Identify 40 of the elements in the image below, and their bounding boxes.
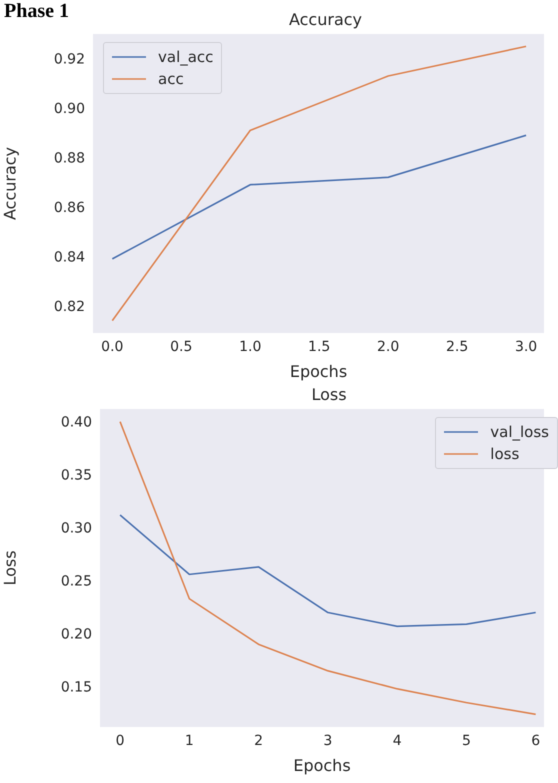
y-tick-label: 0.82 xyxy=(54,298,85,315)
y-axis-title: Loss xyxy=(0,550,20,586)
x-tick-label: 3.0 xyxy=(514,338,538,355)
x-tick-label: 5 xyxy=(462,732,471,749)
x-tick-label: 6 xyxy=(531,732,540,749)
x-tick-label: 3 xyxy=(323,732,332,749)
y-tick-label: 0.30 xyxy=(60,520,92,537)
line-series xyxy=(112,134,527,260)
legend-label: loss xyxy=(490,444,520,465)
x-tick-label: 1 xyxy=(184,732,194,749)
x-tick-label: 2.0 xyxy=(377,338,400,355)
y-tick-label: 0.25 xyxy=(60,574,92,590)
chart-title: Loss xyxy=(310,385,348,404)
y-tick-label: 0.20 xyxy=(60,626,92,643)
y-tick-label: 0.88 xyxy=(54,150,85,167)
x-tick-label: 1.0 xyxy=(239,338,262,355)
y-tick-label: 0.92 xyxy=(54,52,85,68)
x-tick-label: 0.0 xyxy=(101,338,124,355)
x-tick-label: 0.5 xyxy=(170,338,192,355)
y-tick-label: 0.35 xyxy=(60,468,92,484)
chart-title: Accuracy xyxy=(288,10,364,29)
x-tick-label: 0 xyxy=(116,732,125,749)
y-axis-title: Accuracy xyxy=(0,146,20,220)
x-axis-title: Epochs xyxy=(290,362,348,381)
x-tick-label: 4 xyxy=(392,732,402,749)
text: Phase 1 xyxy=(4,0,69,22)
y-tick-label: 0.86 xyxy=(54,200,86,216)
legend-label: acc xyxy=(158,69,184,90)
x-tick-label: 2.5 xyxy=(446,338,468,355)
x-tick-label: 2 xyxy=(254,732,264,749)
x-tick-label: 1.5 xyxy=(308,338,330,355)
x-axis-title: Epochs xyxy=(293,756,351,775)
line-series xyxy=(112,46,527,322)
y-tick-label: 0.15 xyxy=(60,680,92,696)
y-tick-label: 0.90 xyxy=(54,101,85,118)
y-tick-label: 0.40 xyxy=(60,414,92,431)
y-tick-label: 0.84 xyxy=(54,249,86,266)
legend-label: val_acc xyxy=(158,47,214,68)
line-series xyxy=(119,514,536,628)
legend-label: val_loss xyxy=(490,422,549,443)
